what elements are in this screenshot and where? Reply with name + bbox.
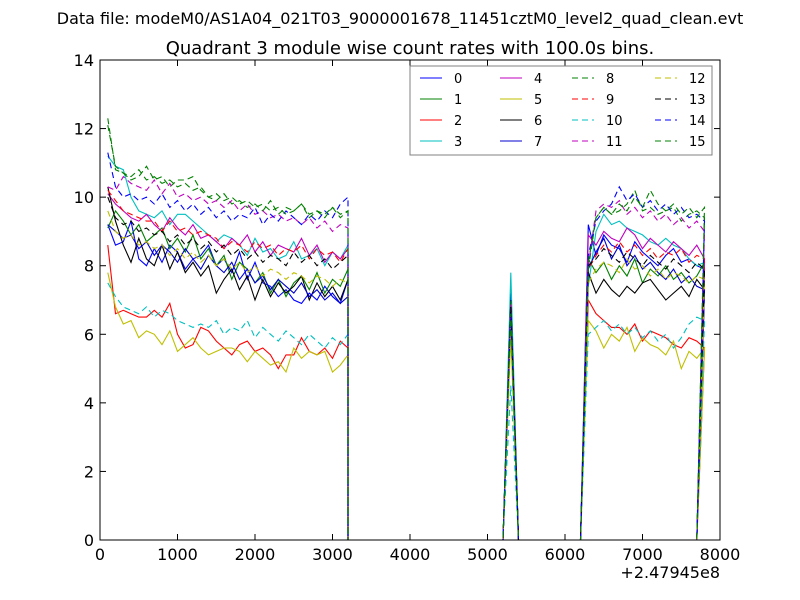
y-tick-label: 2: [84, 462, 94, 481]
legend-label-12: 12: [689, 72, 706, 87]
legend-label-3: 3: [454, 135, 462, 150]
x-offset-text: +2.47945e8: [620, 563, 720, 582]
legend-label-10: 10: [606, 114, 623, 129]
x-tick-label: 3000: [312, 545, 353, 564]
y-tick-label: 8: [84, 257, 94, 276]
legend-label-4: 4: [534, 72, 542, 87]
plot-lines: [107, 118, 706, 541]
legend-box: [409, 65, 713, 156]
x-tick-label: 1000: [157, 545, 198, 564]
x-tick-label: 4000: [390, 545, 431, 564]
series-line-5: [107, 272, 706, 541]
x-tick-label: 8000: [700, 545, 741, 564]
legend-label-7: 7: [534, 135, 542, 150]
series-line-2: [107, 245, 706, 541]
series-line-10: [107, 282, 706, 541]
series-line-4: [107, 193, 706, 541]
legend-label-0: 0: [454, 72, 462, 87]
legend-label-13: 13: [689, 93, 706, 108]
chart-title: Quadrant 3 module wise count rates with …: [166, 38, 655, 59]
series-line-12: [107, 210, 706, 541]
x-tick-label: 0: [95, 545, 105, 564]
series-line-8: [107, 118, 706, 541]
legend-label-8: 8: [606, 72, 614, 87]
legend-label-11: 11: [606, 135, 623, 150]
y-tick-label: 12: [74, 120, 94, 139]
axis-ticks: 0 1000 2000 3000 4000 5000 6000 7000 80000246810…: [74, 51, 741, 564]
series-line-15: [107, 124, 706, 541]
x-tick-label: 2000: [235, 545, 276, 564]
legend-label-9: 9: [606, 93, 614, 108]
x-tick-label: 5000: [467, 545, 508, 564]
y-tick-label: 6: [84, 325, 94, 344]
figure-suptitle: Data file: modeM0/AS1A04_021T03_90000016…: [57, 9, 743, 29]
legend-label-2: 2: [454, 114, 462, 129]
legend-label-5: 5: [534, 93, 542, 108]
y-tick-label: 4: [84, 394, 94, 413]
y-tick-label: 10: [74, 188, 94, 207]
series-line-1: [107, 209, 706, 541]
legend-label-15: 15: [689, 135, 706, 150]
legend-label-6: 6: [534, 114, 542, 129]
x-tick-label: 6000: [545, 545, 586, 564]
y-tick-label: 0: [84, 531, 94, 550]
series-line-7: [107, 224, 706, 541]
x-tick-label: 7000: [622, 545, 663, 564]
series-line-3: [107, 155, 706, 541]
y-tick-label: 14: [74, 51, 94, 70]
legend-label-1: 1: [454, 93, 462, 108]
legend-label-14: 14: [689, 114, 706, 129]
series-line-14: [107, 152, 706, 541]
series-line-9: [107, 189, 706, 541]
